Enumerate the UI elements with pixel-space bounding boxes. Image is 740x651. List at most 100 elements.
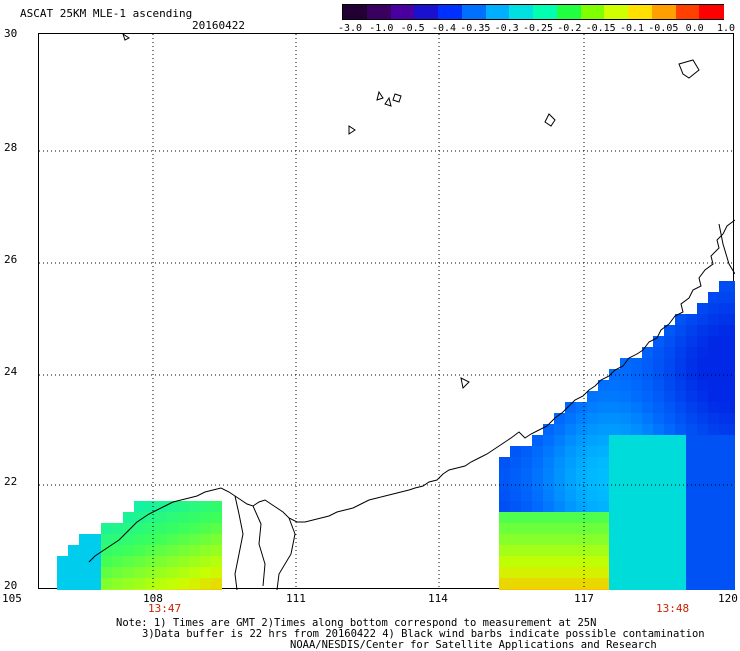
swath-cell bbox=[609, 534, 620, 545]
swath-cell bbox=[697, 435, 708, 446]
swath-cell bbox=[620, 424, 631, 435]
swath-cell bbox=[631, 545, 642, 556]
swath-cell bbox=[675, 578, 686, 589]
swath-cell bbox=[686, 424, 697, 435]
swath-cell bbox=[642, 380, 653, 391]
swath-cell bbox=[653, 457, 664, 468]
swath-cell bbox=[101, 534, 112, 545]
swath-cell bbox=[189, 567, 200, 578]
swath-cell bbox=[211, 545, 222, 556]
swath-cell bbox=[189, 589, 200, 590]
swath-cell bbox=[708, 479, 719, 490]
swath-cell bbox=[653, 523, 664, 534]
swath-cell bbox=[554, 545, 565, 556]
lat-label-30: 30 bbox=[4, 27, 18, 40]
swath-cell bbox=[587, 402, 598, 413]
swath-cell bbox=[145, 534, 156, 545]
swath-cell bbox=[708, 578, 719, 589]
swath-cell bbox=[598, 578, 609, 589]
swath-cell bbox=[664, 468, 675, 479]
swath-cell bbox=[697, 468, 708, 479]
swath-cell bbox=[79, 567, 90, 578]
swath-cell bbox=[68, 578, 79, 589]
swath-cell bbox=[653, 435, 664, 446]
color-scale-tick-label: -0.4 bbox=[431, 23, 457, 34]
swath-cell bbox=[576, 446, 587, 457]
color-scale-tick-label: -0.2 bbox=[557, 23, 582, 34]
swath-cell bbox=[708, 314, 719, 325]
swath-cell bbox=[664, 391, 675, 402]
swath-cell bbox=[653, 446, 664, 457]
swath-cell bbox=[499, 556, 510, 567]
color-scale-segment bbox=[651, 5, 676, 19]
swath-cell bbox=[642, 347, 653, 358]
swath-cell bbox=[719, 369, 730, 380]
swath-cell bbox=[576, 556, 587, 567]
swath-cell bbox=[686, 589, 697, 590]
swath-cell bbox=[730, 578, 735, 589]
swath-cell bbox=[697, 501, 708, 512]
swath-cell bbox=[565, 446, 576, 457]
swath-cell bbox=[675, 325, 686, 336]
swath-cell bbox=[664, 435, 675, 446]
swath-cell bbox=[598, 589, 609, 590]
swath-cell bbox=[101, 589, 112, 590]
swath-cell bbox=[499, 512, 510, 523]
swath-cell bbox=[609, 589, 620, 590]
product-date: 20160422 bbox=[192, 19, 245, 32]
swath-cell bbox=[664, 523, 675, 534]
swath-cell bbox=[521, 567, 532, 578]
swath-cell bbox=[620, 380, 631, 391]
swath-cell bbox=[642, 457, 653, 468]
swath-cell bbox=[730, 336, 735, 347]
swath-cell bbox=[189, 545, 200, 556]
swath-cell bbox=[719, 303, 730, 314]
swath-cell bbox=[123, 589, 134, 590]
swath-cell bbox=[211, 523, 222, 534]
lat-label-22: 22 bbox=[4, 475, 18, 488]
swath-cell bbox=[719, 314, 730, 325]
swath-cell bbox=[697, 358, 708, 369]
swath-cell bbox=[642, 589, 653, 590]
swath-cell bbox=[598, 534, 609, 545]
swath-cell bbox=[521, 468, 532, 479]
swath-cell bbox=[167, 501, 178, 512]
swath-cell bbox=[719, 501, 730, 512]
swath-cell bbox=[675, 424, 686, 435]
color-scale-segment bbox=[485, 5, 510, 19]
swath-cell bbox=[642, 424, 653, 435]
swath-cell bbox=[576, 512, 587, 523]
swath-cell bbox=[675, 545, 686, 556]
swath-cell bbox=[653, 556, 664, 567]
swath-cell bbox=[200, 578, 211, 589]
swath-cell bbox=[708, 435, 719, 446]
swath-cell bbox=[631, 468, 642, 479]
swath-cell bbox=[653, 391, 664, 402]
swath-cell bbox=[686, 457, 697, 468]
swath-cell bbox=[642, 512, 653, 523]
swath-cell bbox=[101, 578, 112, 589]
swath-cell bbox=[708, 446, 719, 457]
swath-cell bbox=[719, 468, 730, 479]
swath-cell bbox=[609, 369, 620, 380]
swath-cell bbox=[499, 545, 510, 556]
swath-cell bbox=[675, 435, 686, 446]
swath-cell bbox=[675, 589, 686, 590]
swath-cell bbox=[90, 589, 101, 590]
swath-cell bbox=[730, 281, 735, 292]
swath-cell bbox=[90, 556, 101, 567]
swath-cell bbox=[664, 545, 675, 556]
swath-cell bbox=[499, 490, 510, 501]
swath-cell bbox=[675, 556, 686, 567]
swath-cell bbox=[697, 402, 708, 413]
swath-cell bbox=[532, 512, 543, 523]
swath-cell bbox=[134, 589, 145, 590]
swath-cell bbox=[664, 479, 675, 490]
swath-cell bbox=[565, 567, 576, 578]
swath-cell bbox=[686, 567, 697, 578]
swath-cell bbox=[653, 347, 664, 358]
color-scale-tick-label: -0.25 bbox=[522, 23, 554, 34]
color-scale-segment bbox=[699, 5, 724, 19]
swath-cell bbox=[642, 545, 653, 556]
swath-cell bbox=[554, 589, 565, 590]
